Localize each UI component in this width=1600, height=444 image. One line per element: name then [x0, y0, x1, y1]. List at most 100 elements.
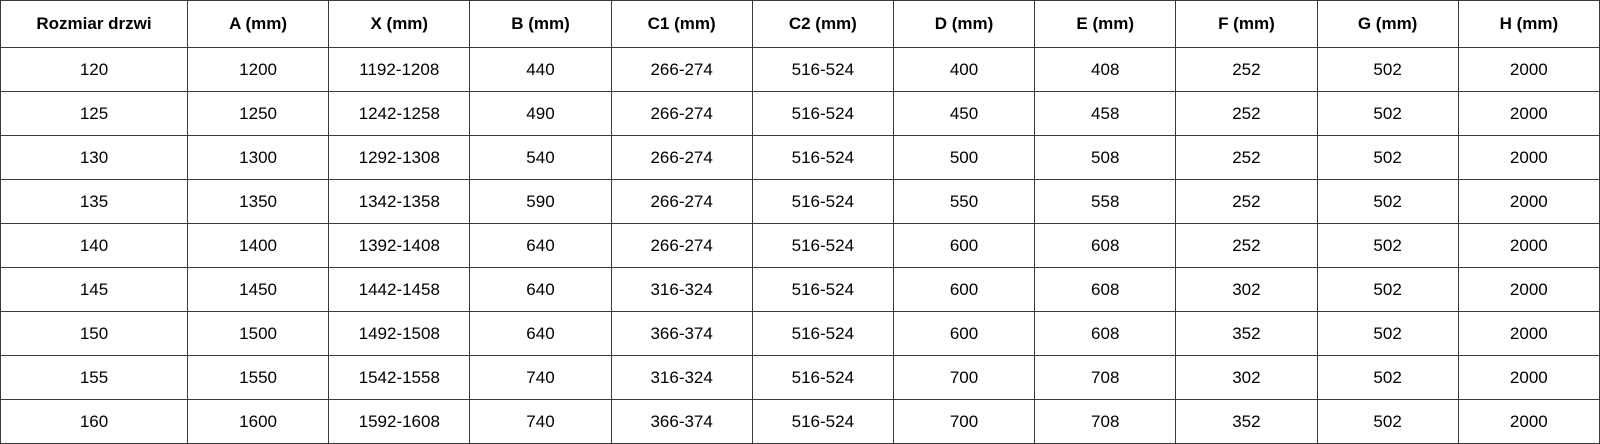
table-cell: 708 — [1034, 399, 1177, 444]
table-cell: 135 — [0, 179, 188, 224]
table-cell: 1550 — [186, 355, 330, 400]
table-cell: 140 — [0, 223, 188, 268]
table-cell: 440 — [469, 47, 612, 92]
table-cell: 150 — [0, 311, 188, 356]
column-header: E (mm) — [1034, 0, 1177, 48]
table-cell: 266-274 — [610, 223, 753, 268]
column-header: G (mm) — [1316, 0, 1459, 48]
table-row: 150 1500 1492-1508 640 366-374 516-524 600 608 3… — [0, 311, 1600, 356]
table-cell: 408 — [1034, 47, 1177, 92]
table-cell: 266-274 — [610, 135, 753, 180]
table-cell: 540 — [469, 135, 612, 180]
table-cell: 400 — [892, 47, 1036, 92]
table-cell: 266-274 — [610, 179, 753, 224]
table-cell: 1500 — [186, 311, 330, 356]
table-cell: 590 — [469, 179, 612, 224]
table-cell: 502 — [1316, 355, 1459, 400]
table-cell: 1492-1508 — [328, 311, 471, 356]
table-cell: 266-274 — [610, 91, 753, 136]
table-cell: 640 — [469, 267, 612, 312]
table-cell: 502 — [1316, 223, 1459, 268]
table-cell: 502 — [1316, 267, 1459, 312]
table-cell: 502 — [1316, 179, 1459, 224]
table-row: 125 1250 1242-1258 490 266-274 516-524 450 458 2… — [0, 91, 1600, 136]
table-cell: 1200 — [186, 47, 330, 92]
table-cell: 1442-1458 — [328, 267, 471, 312]
column-header: C2 (mm) — [751, 0, 894, 48]
table-cell: 516-524 — [751, 135, 894, 180]
column-header: C1 (mm) — [610, 0, 753, 48]
table-cell: 640 — [469, 311, 612, 356]
table-cell: 2000 — [1457, 47, 1600, 92]
table-cell: 302 — [1175, 267, 1318, 312]
table-cell: 2000 — [1457, 179, 1600, 224]
table-cell: 450 — [892, 91, 1036, 136]
table-cell: 600 — [892, 267, 1036, 312]
table-cell: 145 — [0, 267, 188, 312]
table-cell: 1600 — [186, 399, 330, 444]
table-cell: 316-324 — [610, 355, 753, 400]
table-cell: 130 — [0, 135, 188, 180]
table-row: 160 1600 1592-1608 740 366-374 516-524 700 708 3… — [0, 399, 1600, 444]
table-cell: 252 — [1175, 135, 1318, 180]
table-cell: 2000 — [1457, 267, 1600, 312]
table-cell: 1542-1558 — [328, 355, 471, 400]
table-cell: 302 — [1175, 355, 1318, 400]
table-cell: 458 — [1034, 91, 1177, 136]
table-cell: 550 — [892, 179, 1036, 224]
table-cell: 516-524 — [751, 91, 894, 136]
table-cell: 125 — [0, 91, 188, 136]
table-cell: 252 — [1175, 223, 1318, 268]
table-row: 120 1200 1192-1208 440 266-274 516-524 400 408 2… — [0, 47, 1600, 92]
table-cell: 502 — [1316, 47, 1459, 92]
table-cell: 516-524 — [751, 47, 894, 92]
table-cell: 2000 — [1457, 91, 1600, 136]
column-header: A (mm) — [186, 0, 330, 48]
table-cell: 316-324 — [610, 267, 753, 312]
table-cell: 502 — [1316, 135, 1459, 180]
table-row: 145 1450 1442-1458 640 316-324 516-524 600 608 3… — [0, 267, 1600, 312]
table-cell: 252 — [1175, 179, 1318, 224]
table-cell: 700 — [892, 399, 1036, 444]
table-cell: 1242-1258 — [328, 91, 471, 136]
table-cell: 500 — [892, 135, 1036, 180]
table-cell: 1300 — [186, 135, 330, 180]
table-cell: 1450 — [186, 267, 330, 312]
table-cell: 508 — [1034, 135, 1177, 180]
table-cell: 600 — [892, 311, 1036, 356]
table-cell: 252 — [1175, 91, 1318, 136]
column-header: Rozmiar drzwi — [0, 0, 188, 48]
table-cell: 1192-1208 — [328, 47, 471, 92]
table-cell: 516-524 — [751, 311, 894, 356]
table-cell: 608 — [1034, 311, 1177, 356]
table-cell: 1342-1358 — [328, 179, 471, 224]
table-cell: 2000 — [1457, 355, 1600, 400]
table-cell: 366-374 — [610, 399, 753, 444]
table-cell: 1350 — [186, 179, 330, 224]
table-cell: 352 — [1175, 399, 1318, 444]
table-cell: 155 — [0, 355, 188, 400]
column-header: F (mm) — [1175, 0, 1318, 48]
table-cell: 502 — [1316, 311, 1459, 356]
table-cell: 160 — [0, 399, 188, 444]
table-cell: 1250 — [186, 91, 330, 136]
table-cell: 516-524 — [751, 223, 894, 268]
column-header: X (mm) — [328, 0, 471, 48]
table-cell: 2000 — [1457, 311, 1600, 356]
table-row: 130 1300 1292-1308 540 266-274 516-524 500 508 2… — [0, 135, 1600, 180]
table-cell: 700 — [892, 355, 1036, 400]
table-cell: 502 — [1316, 91, 1459, 136]
table-cell: 352 — [1175, 311, 1318, 356]
table-cell: 516-524 — [751, 355, 894, 400]
table-cell: 1292-1308 — [328, 135, 471, 180]
table-cell: 502 — [1316, 399, 1459, 444]
table-cell: 608 — [1034, 223, 1177, 268]
table-row: 140 1400 1392-1408 640 266-274 516-524 600 608 2… — [0, 223, 1600, 268]
table-cell: 1400 — [186, 223, 330, 268]
table-cell: 516-524 — [751, 399, 894, 444]
table-cell: 516-524 — [751, 267, 894, 312]
table-cell: 640 — [469, 223, 612, 268]
table-cell: 490 — [469, 91, 612, 136]
table-cell: 120 — [0, 47, 188, 92]
